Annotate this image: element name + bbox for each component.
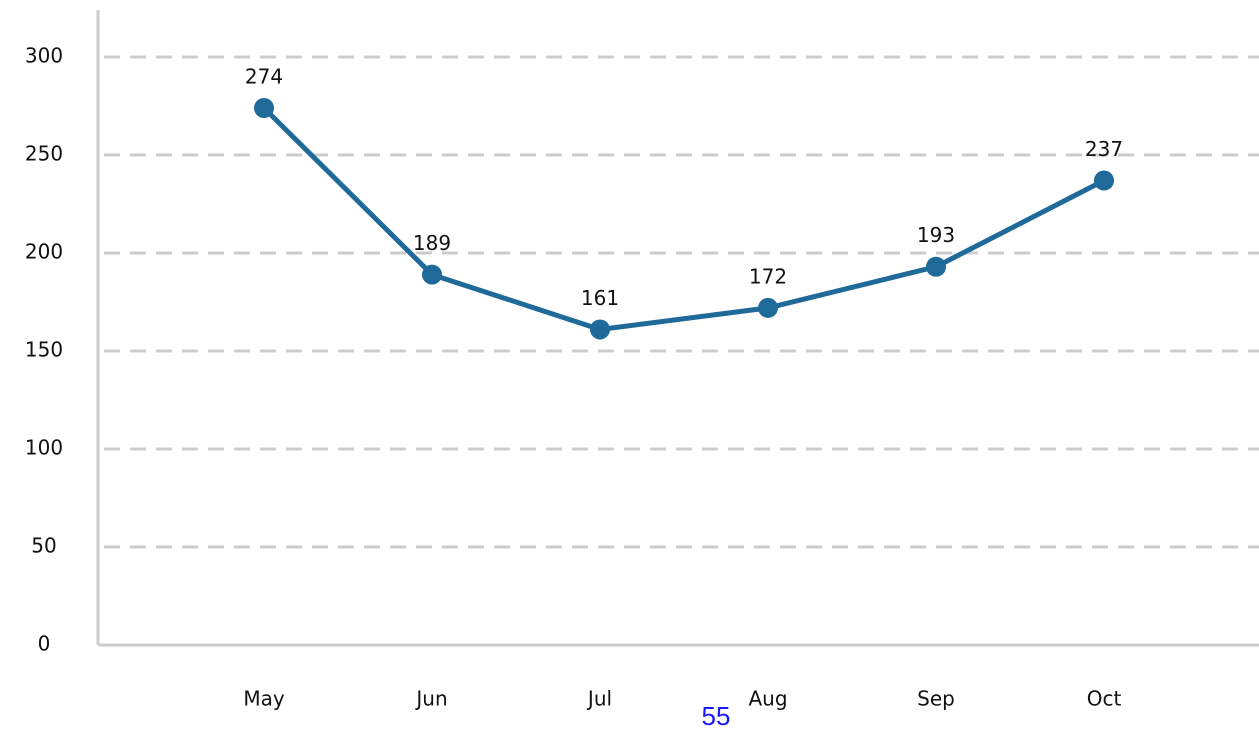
data-label: 193 xyxy=(917,223,955,247)
y-tick-label: 200 xyxy=(25,240,63,264)
point xyxy=(758,297,778,318)
x-tick-label: Jun xyxy=(414,687,447,711)
y-tick-label: 100 xyxy=(25,436,63,460)
y-tick-label: 150 xyxy=(25,338,63,362)
x-tick-label: Oct xyxy=(1087,687,1122,711)
data-label: 189 xyxy=(413,231,451,255)
point xyxy=(422,264,442,285)
y-tick-label: 0 xyxy=(38,632,51,656)
data-label: 161 xyxy=(581,286,619,310)
data-label: 172 xyxy=(749,264,787,288)
x-tick-label: Aug xyxy=(748,687,787,711)
y-tick-label: 50 xyxy=(31,534,56,558)
y-tick-label: 250 xyxy=(25,142,63,166)
x-tick-label: Jul xyxy=(586,687,612,711)
point xyxy=(590,319,610,340)
point xyxy=(1094,170,1114,191)
data-label: 237 xyxy=(1085,137,1123,161)
x-tick-label: May xyxy=(243,687,285,711)
data-label: 274 xyxy=(245,64,283,88)
annotation: 55 xyxy=(702,701,731,729)
x-tick-label: Sep xyxy=(917,687,955,711)
y-tick-label: 300 xyxy=(25,44,63,68)
point xyxy=(254,97,274,118)
line xyxy=(262,106,1106,332)
point xyxy=(926,256,946,277)
